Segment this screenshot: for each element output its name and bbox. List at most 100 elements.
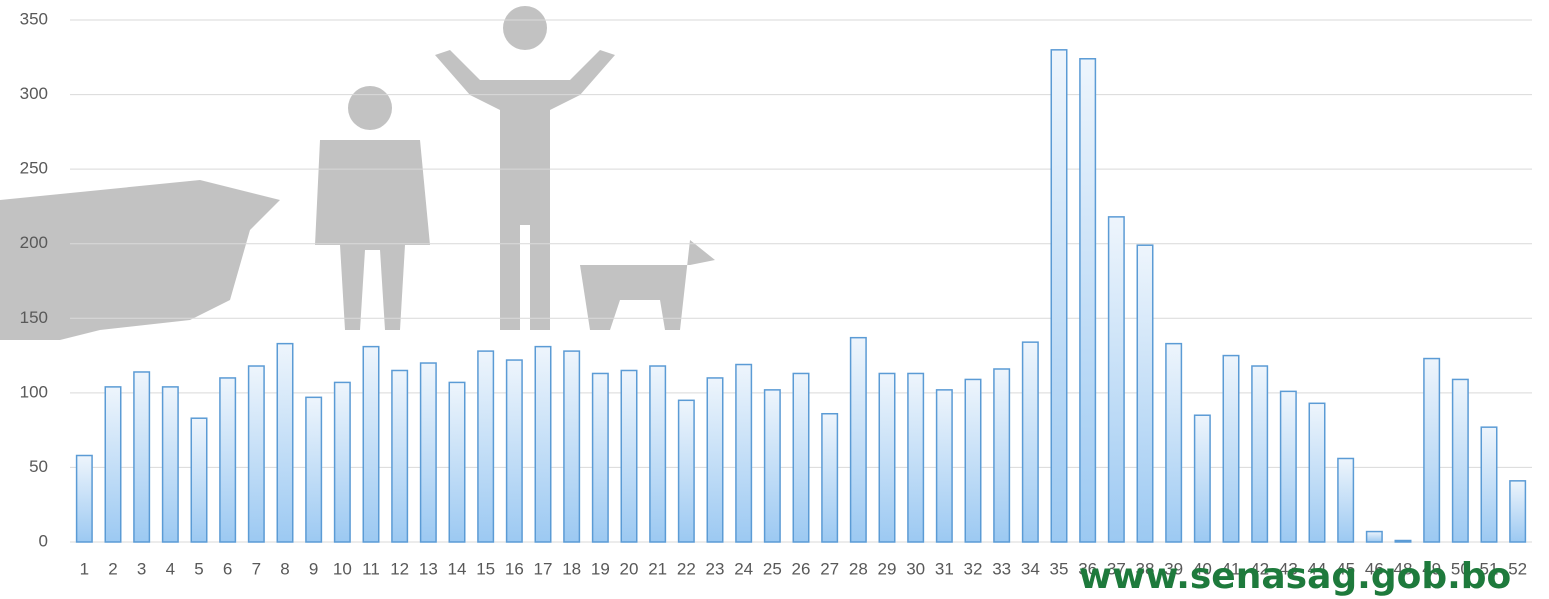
x-tick-label: 32 xyxy=(964,559,983,578)
x-tick-label: 15 xyxy=(476,559,495,578)
bar xyxy=(993,368,1011,543)
y-tick-label: 100 xyxy=(20,382,48,401)
bar xyxy=(1480,426,1498,543)
bar xyxy=(104,386,122,543)
y-tick-label: 150 xyxy=(20,308,48,327)
y-tick-label: 300 xyxy=(20,84,48,103)
x-tick-label: 34 xyxy=(1021,559,1040,578)
bar xyxy=(1222,354,1240,543)
x-tick-label: 48 xyxy=(1394,559,1413,578)
x-tick-label: 11 xyxy=(362,559,380,578)
bar xyxy=(1423,357,1441,543)
bar xyxy=(1193,414,1211,543)
bar xyxy=(133,371,151,543)
x-tick-label: 37 xyxy=(1107,559,1126,578)
x-tick-label: 22 xyxy=(677,559,696,578)
x-tick-label: 18 xyxy=(562,559,581,578)
x-tick-label: 25 xyxy=(763,559,782,578)
bar xyxy=(821,412,839,543)
bar xyxy=(247,365,265,543)
bar xyxy=(1079,58,1097,543)
bar xyxy=(1337,457,1355,543)
bar xyxy=(333,381,351,543)
x-tick-label: 38 xyxy=(1136,559,1155,578)
bar xyxy=(878,372,896,543)
bar xyxy=(1021,341,1039,543)
x-tick-label: 8 xyxy=(280,559,289,578)
x-tick-label: 19 xyxy=(591,559,610,578)
bar xyxy=(391,369,409,543)
x-tick-label: 1 xyxy=(80,559,89,578)
bar xyxy=(448,381,466,543)
bar xyxy=(907,372,925,543)
bar xyxy=(75,454,93,543)
bar xyxy=(735,363,753,543)
x-tick-label: 13 xyxy=(419,559,438,578)
x-tick-label: 40 xyxy=(1193,559,1212,578)
bar xyxy=(1451,378,1469,543)
x-tick-label: 49 xyxy=(1422,559,1441,578)
x-tick-label: 36 xyxy=(1078,559,1097,578)
bar xyxy=(591,372,609,543)
bar xyxy=(305,396,323,543)
x-tick-label: 26 xyxy=(792,559,811,578)
bar xyxy=(419,362,437,543)
bar xyxy=(505,359,523,543)
bar xyxy=(1107,216,1125,543)
x-tick-label: 27 xyxy=(820,559,839,578)
bar xyxy=(362,345,380,543)
x-tick-label: 10 xyxy=(333,559,352,578)
x-tick-label: 50 xyxy=(1451,559,1470,578)
x-tick-label: 44 xyxy=(1308,559,1327,578)
bar xyxy=(1308,402,1326,543)
bar xyxy=(563,350,581,543)
watermark: www.senasag.gob.bo xyxy=(1079,556,1512,597)
bar xyxy=(1165,342,1183,543)
x-tick-label: 4 xyxy=(166,559,175,578)
bar xyxy=(649,365,667,543)
x-tick-label: 46 xyxy=(1365,559,1384,578)
bar xyxy=(677,399,695,543)
x-tick-label: 31 xyxy=(935,559,954,578)
x-tick-label: 24 xyxy=(734,559,753,578)
bar xyxy=(1279,390,1297,543)
bar xyxy=(1136,244,1154,543)
x-tick-label: 17 xyxy=(534,559,553,578)
bar xyxy=(1251,365,1269,543)
x-tick-label: 20 xyxy=(620,559,639,578)
x-tick-label: 12 xyxy=(390,559,409,578)
x-tick-label: 21 xyxy=(648,559,667,578)
bar xyxy=(763,389,781,543)
bar xyxy=(477,350,495,543)
x-tick-label: 28 xyxy=(849,559,868,578)
x-tick-label: 29 xyxy=(878,559,897,578)
x-tick-label: 16 xyxy=(505,559,524,578)
x-tick-label: 51 xyxy=(1480,559,1499,578)
y-tick-label: 0 xyxy=(39,531,48,550)
bar xyxy=(1509,480,1527,543)
x-tick-label: 7 xyxy=(252,559,261,578)
x-tick-label: 33 xyxy=(992,559,1011,578)
x-tick-label: 35 xyxy=(1050,559,1069,578)
bar xyxy=(276,342,294,543)
y-tick-label: 200 xyxy=(20,233,48,252)
bar xyxy=(706,377,724,543)
x-tick-label: 43 xyxy=(1279,559,1298,578)
x-tick-label: 9 xyxy=(309,559,318,578)
background-art xyxy=(0,6,715,340)
x-tick-label: 3 xyxy=(137,559,146,578)
bar xyxy=(1050,49,1068,543)
bar xyxy=(935,389,953,543)
bar xyxy=(1394,539,1412,543)
bar xyxy=(792,372,810,543)
bar xyxy=(620,369,638,543)
x-tick-label: 2 xyxy=(108,559,117,578)
y-tick-label: 350 xyxy=(20,9,48,28)
x-tick-label: 6 xyxy=(223,559,232,578)
x-tick-label: 14 xyxy=(448,559,467,578)
x-tick-label: 5 xyxy=(194,559,203,578)
x-tick-label: 45 xyxy=(1336,559,1355,578)
bar xyxy=(849,336,867,543)
